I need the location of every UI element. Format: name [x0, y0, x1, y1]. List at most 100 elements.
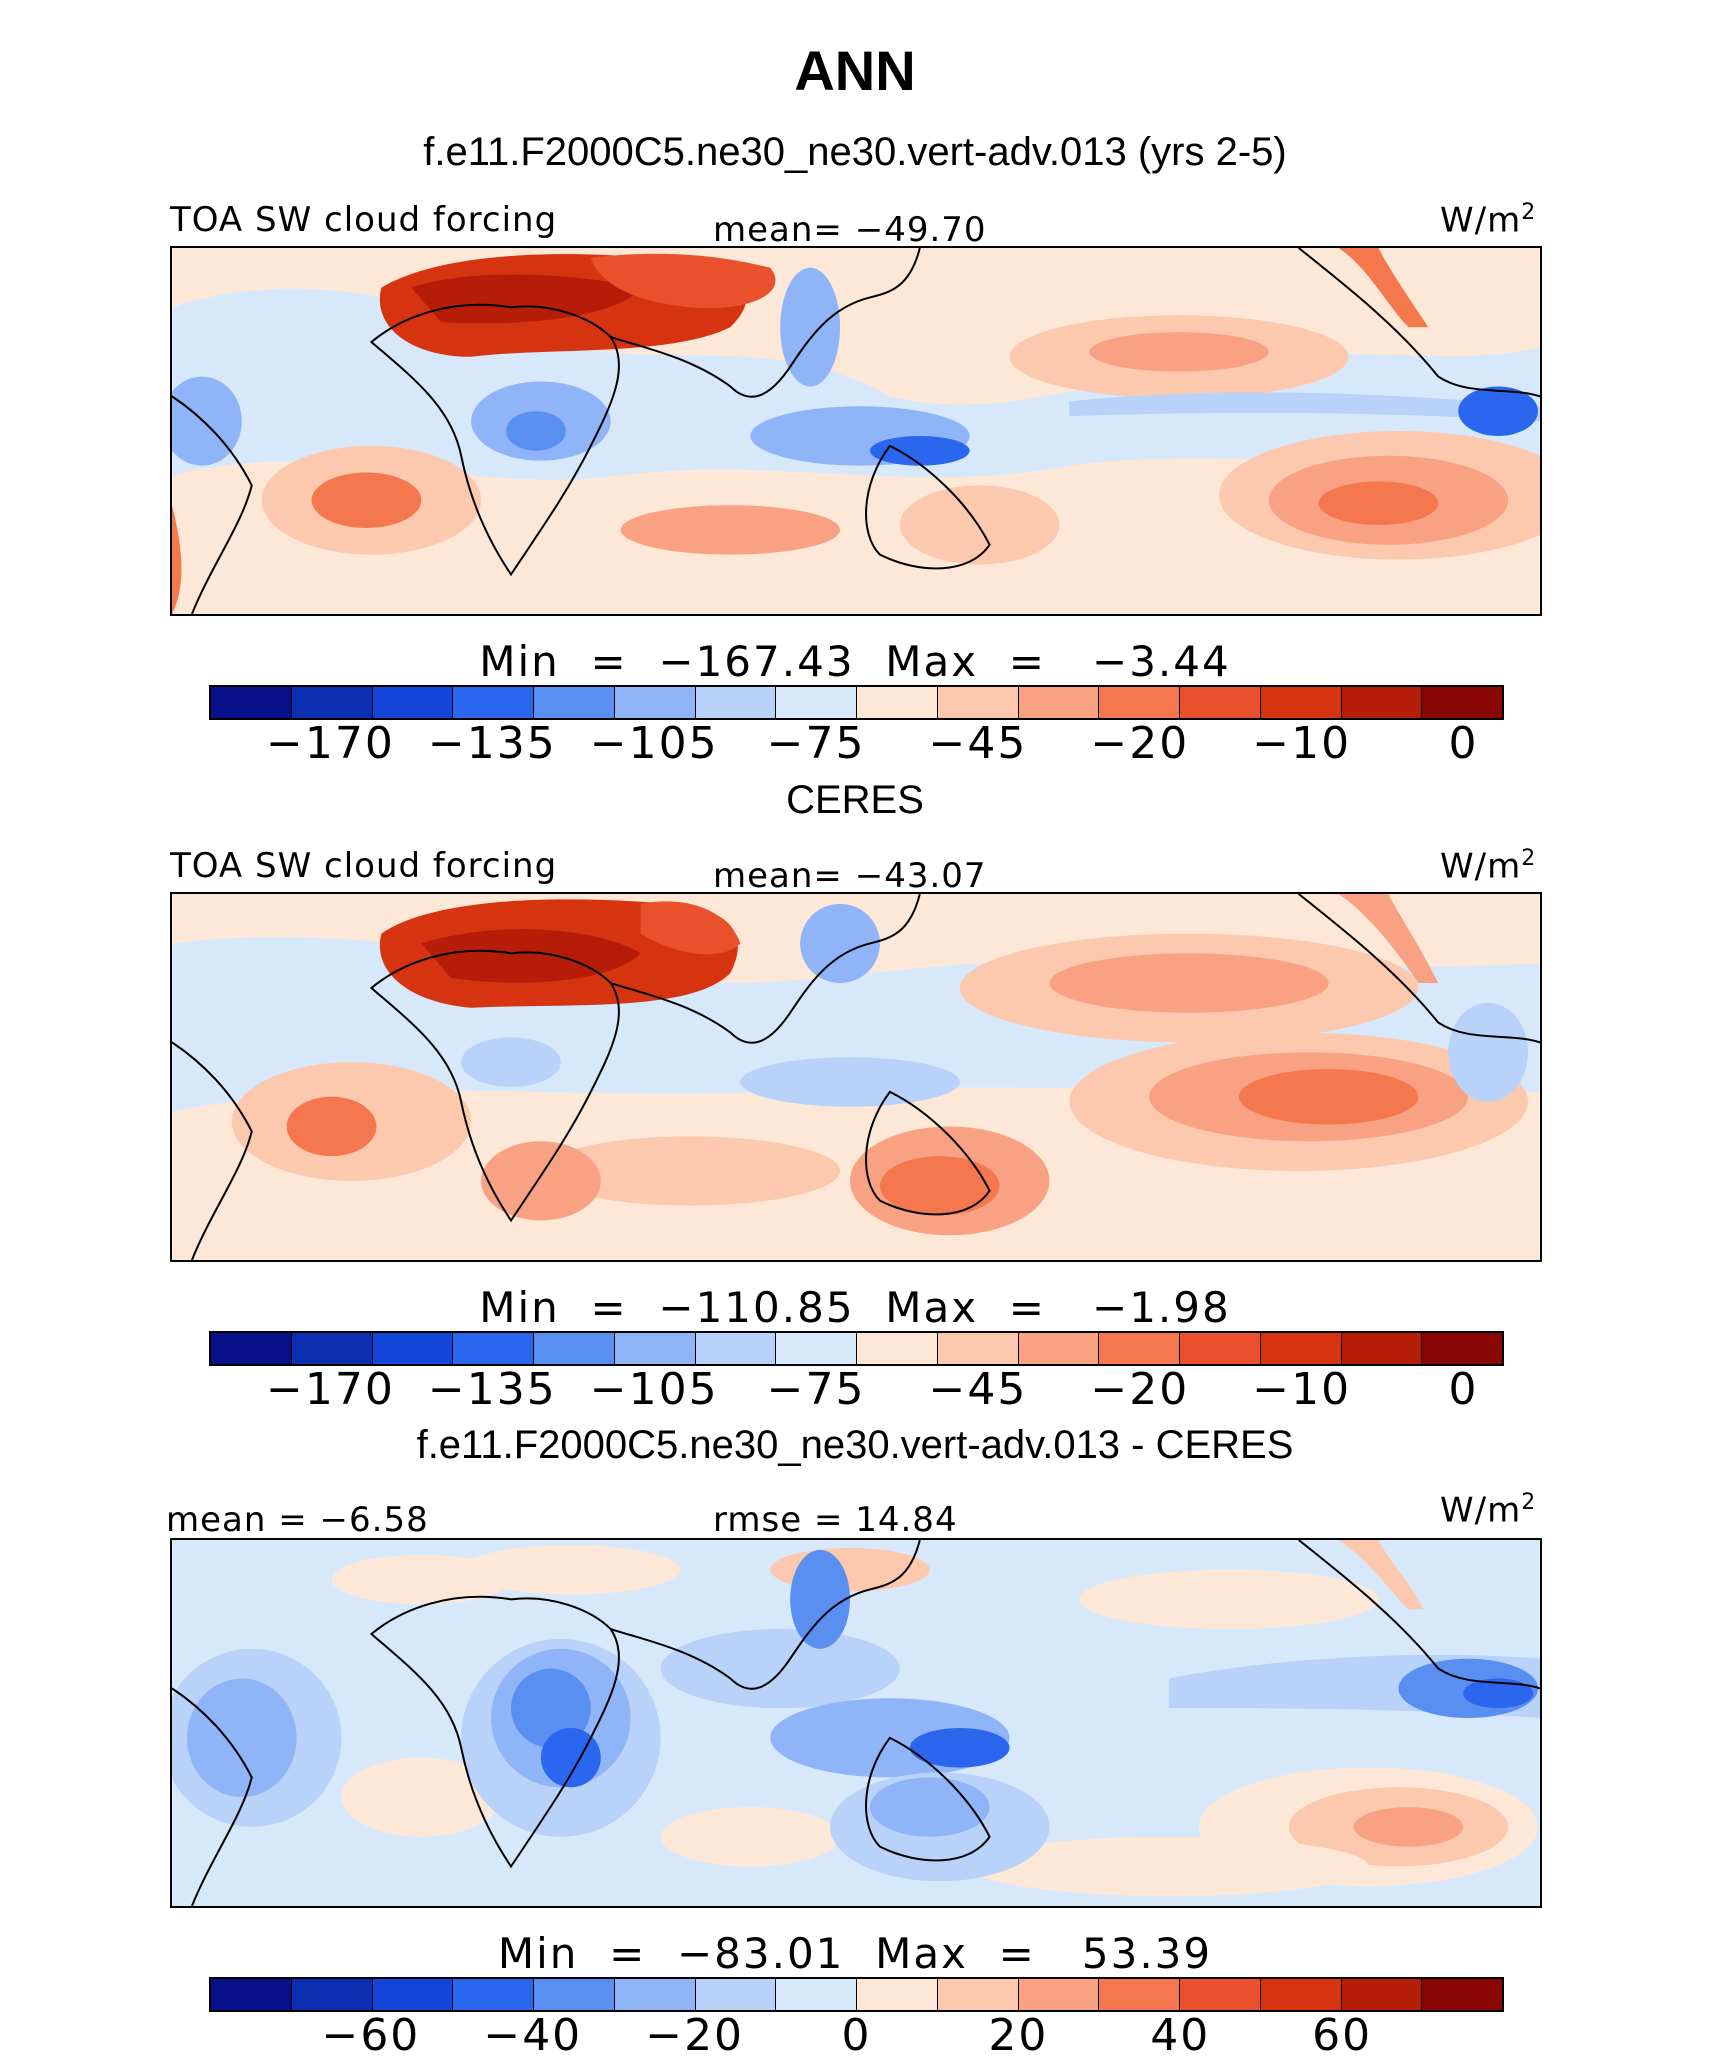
panel-3-map	[170, 1538, 1542, 1908]
panel-2-contour-field	[172, 894, 1540, 1260]
panel-3-heading: f.e11.F2000C5.ne30_ne30.vert-adv.013 - C…	[416, 1423, 1294, 1467]
colorbar-tick-label: 60	[1312, 2010, 1373, 2061]
colorbar-swatch	[1422, 1979, 1502, 2010]
panel-2-colorbar-ticks: −170 −135 −105 −75 −45 −20 −10 0	[209, 1364, 1504, 1415]
colorbar-swatch	[453, 1979, 534, 2010]
colorbar-swatch	[1341, 687, 1423, 718]
colorbar-tick-label: −10	[1252, 718, 1352, 769]
colorbar-tick-label: 0	[1448, 718, 1479, 769]
panel-3-unit-label: W/m2	[1440, 1490, 1537, 1531]
colorbar-swatch	[614, 687, 696, 718]
colorbar-tick-label: −170	[265, 718, 395, 769]
panel-1-minmax: Min = −167.43 Max = −3.44	[479, 637, 1231, 686]
colorbar-swatch	[937, 1979, 1019, 2010]
figure-title: ANN	[794, 39, 916, 102]
colorbar-tick-label: −20	[1090, 718, 1190, 769]
colorbar-swatch	[534, 687, 615, 718]
colorbar-swatch	[211, 1333, 292, 1364]
colorbar-swatch	[291, 687, 373, 718]
colorbar-swatch	[1260, 1979, 1342, 2010]
colorbar-tick-label: 20	[988, 2010, 1049, 2061]
panel-3-contour-field	[172, 1540, 1540, 1906]
colorbar-swatch	[1099, 1979, 1180, 2010]
colorbar-swatch	[937, 687, 1019, 718]
panel-2-coastlines	[172, 894, 1540, 1260]
colorbar-swatch	[534, 1333, 615, 1364]
colorbar-swatch	[857, 1979, 938, 2010]
colorbar-swatch	[372, 1333, 454, 1364]
panel-3-colorbar-ticks: −60 −40 −20 0 20 40 60	[209, 2010, 1504, 2061]
panel-3-colorbar	[209, 1977, 1504, 2012]
colorbar-swatch	[211, 1979, 292, 2010]
colorbar-swatch	[1422, 1333, 1502, 1364]
colorbar-tick-label: −60	[321, 2010, 421, 2061]
colorbar-swatch	[211, 687, 292, 718]
colorbar-swatch	[1341, 1979, 1423, 2010]
colorbar-swatch	[857, 1333, 938, 1364]
colorbar-swatch	[695, 1979, 777, 2010]
colorbar-tick-label: −105	[589, 718, 719, 769]
panel-2-variable-label: TOA SW cloud forcing	[170, 846, 558, 886]
panel-1-mean-label: mean= −49.70	[713, 210, 987, 250]
panel-1-colorbar-ticks: −170 −135 −105 −75 −45 −20 −10 0	[209, 718, 1504, 769]
panel-2-minmax: Min = −110.85 Max = −1.98	[479, 1283, 1231, 1332]
colorbar-tick-label: −135	[427, 1364, 557, 1415]
colorbar-swatch	[1260, 687, 1342, 718]
colorbar-swatch	[1422, 687, 1502, 718]
colorbar-swatch	[695, 687, 777, 718]
colorbar-tick-label: −40	[483, 2010, 583, 2061]
panel-3-minmax: Min = −83.01 Max = 53.39	[497, 1929, 1213, 1978]
colorbar-swatch	[1018, 1979, 1100, 2010]
panel-1-coastlines	[172, 248, 1540, 614]
panel-2-unit-label: W/m2	[1440, 846, 1537, 887]
colorbar-swatch	[857, 687, 938, 718]
colorbar-swatch	[1099, 687, 1180, 718]
colorbar-tick-label: −170	[265, 1364, 395, 1415]
panel-2-mean-label: mean= −43.07	[713, 856, 987, 896]
colorbar-swatch	[776, 1333, 857, 1364]
panel-3-mean-label: mean = −6.58	[166, 1500, 429, 1540]
colorbar-swatch	[1180, 1979, 1261, 2010]
panel-3-coastlines	[172, 1540, 1540, 1906]
colorbar-tick-label: 40	[1150, 2010, 1211, 2061]
colorbar-swatch	[776, 687, 857, 718]
colorbar-tick-label: −75	[766, 718, 866, 769]
colorbar-swatch	[291, 1979, 373, 2010]
panel-1-map	[170, 246, 1542, 616]
colorbar-swatch	[1341, 1333, 1423, 1364]
colorbar-tick-label: −20	[645, 2010, 745, 2061]
colorbar-swatch	[534, 1979, 615, 2010]
colorbar-swatch	[291, 1333, 373, 1364]
colorbar-swatch	[1018, 687, 1100, 718]
panel-1-unit-label: W/m2	[1440, 200, 1537, 241]
panel-2-colorbar	[209, 1331, 1504, 1366]
colorbar-swatch	[1260, 1333, 1342, 1364]
panel-1-colorbar	[209, 685, 1504, 720]
panel-2-map	[170, 892, 1542, 1262]
colorbar-swatch	[453, 1333, 534, 1364]
colorbar-swatch	[776, 1979, 857, 2010]
panel-1-variable-label: TOA SW cloud forcing	[170, 200, 558, 240]
panel-2-heading: CERES	[786, 778, 924, 822]
colorbar-swatch	[614, 1979, 696, 2010]
colorbar-swatch	[372, 687, 454, 718]
colorbar-tick-label: −10	[1252, 1364, 1352, 1415]
colorbar-tick-label: 0	[1448, 1364, 1479, 1415]
colorbar-swatch	[695, 1333, 777, 1364]
panel-3-rmse-label: rmse = 14.84	[713, 1500, 958, 1540]
colorbar-swatch	[453, 687, 534, 718]
colorbar-tick-label: −20	[1090, 1364, 1190, 1415]
panel-1-heading: f.e11.F2000C5.ne30_ne30.vert-adv.013 (yr…	[423, 130, 1287, 174]
colorbar-swatch	[1180, 1333, 1261, 1364]
colorbar-tick-label: 0	[841, 2010, 872, 2061]
colorbar-tick-label: −45	[928, 718, 1028, 769]
colorbar-swatch	[372, 1979, 454, 2010]
colorbar-tick-label: −105	[589, 1364, 719, 1415]
colorbar-swatch	[1099, 1333, 1180, 1364]
panel-1-contour-field	[172, 248, 1540, 614]
colorbar-swatch	[614, 1333, 696, 1364]
colorbar-swatch	[1018, 1333, 1100, 1364]
colorbar-swatch	[937, 1333, 1019, 1364]
colorbar-swatch	[1180, 687, 1261, 718]
colorbar-tick-label: −75	[766, 1364, 866, 1415]
